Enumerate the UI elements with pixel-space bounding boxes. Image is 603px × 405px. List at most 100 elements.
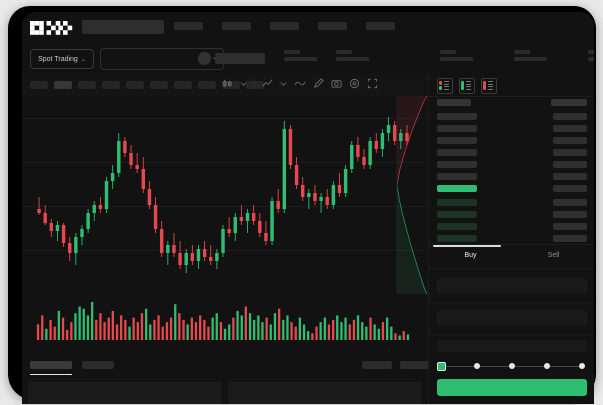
orderbook-ask-row[interactable] bbox=[437, 173, 594, 180]
slider-stop-25[interactable] bbox=[474, 363, 480, 369]
bottom-right-button-0[interactable] bbox=[362, 361, 392, 369]
order-field-1[interactable] bbox=[437, 310, 587, 326]
orderbook-rows bbox=[429, 96, 594, 244]
orderbook-bid-row[interactable] bbox=[437, 199, 594, 206]
ask-price bbox=[437, 113, 477, 120]
orderbook-bid-row[interactable] bbox=[437, 235, 594, 242]
ticker-stat bbox=[588, 50, 594, 61]
nav-item-1[interactable] bbox=[222, 22, 251, 30]
pair-avatar bbox=[198, 52, 211, 65]
orderbook-bid-row[interactable] bbox=[437, 211, 594, 218]
app-screen: Spot Trading ⌄ ⌄ bbox=[22, 12, 594, 404]
slider-handle[interactable] bbox=[437, 362, 446, 371]
active-tab-underline bbox=[30, 374, 72, 375]
device-frame: Spot Trading ⌄ ⌄ bbox=[8, 6, 596, 404]
timeframe-button-5[interactable] bbox=[150, 81, 168, 89]
stat-value bbox=[284, 57, 317, 61]
pencil-icon[interactable] bbox=[313, 78, 324, 89]
orderbook-view-modes bbox=[437, 78, 497, 94]
col-price bbox=[437, 99, 471, 106]
chevron-down-icon[interactable] bbox=[240, 80, 247, 87]
last-amount bbox=[553, 185, 587, 192]
orderbook-bid-row[interactable] bbox=[437, 223, 594, 230]
candlestick-icon[interactable] bbox=[222, 78, 233, 89]
line-tool-icon[interactable] bbox=[294, 78, 306, 89]
top-navigation-bar bbox=[22, 12, 594, 42]
nav-item-4[interactable] bbox=[366, 22, 395, 30]
chevron-down-icon: ⌄ bbox=[80, 56, 86, 63]
timeframe-button-2[interactable] bbox=[78, 81, 96, 89]
bottom-right-button-1[interactable] bbox=[400, 361, 430, 369]
ask-price bbox=[437, 149, 477, 156]
bottom-tab-1[interactable] bbox=[82, 361, 114, 369]
chart-tool-icons bbox=[222, 78, 378, 89]
nav-item-3[interactable] bbox=[318, 22, 347, 30]
chevron-down-icon[interactable] bbox=[280, 80, 287, 87]
indicators-icon[interactable] bbox=[262, 78, 273, 89]
nav-items bbox=[174, 22, 395, 30]
okx-logo[interactable] bbox=[30, 21, 74, 35]
both-sides-view-icon[interactable] bbox=[437, 78, 453, 94]
ask-amount bbox=[553, 149, 587, 156]
ask-price bbox=[437, 125, 477, 132]
order-amount-slider[interactable] bbox=[437, 362, 587, 372]
ask-amount bbox=[553, 113, 587, 120]
chart-gridline bbox=[22, 118, 428, 119]
nav-item-2[interactable] bbox=[270, 22, 299, 30]
camera-icon[interactable] bbox=[331, 78, 342, 89]
orderbook-last-price-row bbox=[437, 185, 594, 192]
volume-chart bbox=[22, 294, 428, 354]
volume-bar-series bbox=[36, 302, 410, 340]
search-input[interactable] bbox=[82, 20, 164, 34]
stat-value bbox=[588, 57, 594, 61]
market-depth-overlay bbox=[396, 96, 428, 294]
right-sidebar: Buy Sell bbox=[428, 74, 594, 404]
slider-stop-75[interactable] bbox=[544, 363, 550, 369]
timeframe-button-3[interactable] bbox=[102, 81, 120, 89]
orderbook-ask-row[interactable] bbox=[437, 125, 594, 132]
bottom-tab-bar bbox=[22, 354, 430, 376]
fullscreen-icon[interactable] bbox=[367, 78, 378, 89]
settings-icon[interactable] bbox=[349, 78, 360, 89]
bid-price bbox=[437, 235, 477, 242]
chart-gridline bbox=[22, 250, 428, 251]
stat-value bbox=[440, 57, 473, 61]
timeframe-button-9[interactable] bbox=[246, 81, 264, 89]
bottom-panel-0[interactable] bbox=[28, 382, 222, 404]
ask-price bbox=[437, 137, 477, 144]
chart-toolbar bbox=[22, 74, 428, 97]
submit-buy-button[interactable] bbox=[437, 379, 587, 396]
orderbook-ask-row[interactable] bbox=[437, 137, 594, 144]
asks-only-view-icon[interactable] bbox=[481, 78, 497, 94]
orderbook-ask-row[interactable] bbox=[437, 149, 594, 156]
last-price bbox=[437, 185, 477, 192]
buy-sell-tab-bar: Buy Sell bbox=[429, 244, 594, 269]
orderbook-ask-row[interactable] bbox=[437, 113, 594, 120]
nav-item-0[interactable] bbox=[174, 22, 203, 30]
bids-only-view-icon[interactable] bbox=[459, 78, 475, 94]
timeframe-button-1[interactable] bbox=[54, 81, 72, 89]
bottom-panel-1[interactable] bbox=[228, 382, 422, 404]
bottom-tab-0[interactable] bbox=[30, 361, 72, 369]
orderbook-ask-row[interactable] bbox=[437, 161, 594, 168]
ticker-stat bbox=[284, 50, 317, 61]
timeframe-button-6[interactable] bbox=[174, 81, 192, 89]
order-field-2[interactable] bbox=[437, 340, 587, 352]
stat-label bbox=[336, 50, 352, 54]
slider-stop-100[interactable] bbox=[579, 363, 585, 369]
timeframe-button-4[interactable] bbox=[126, 81, 144, 89]
stat-label bbox=[440, 50, 456, 54]
ticker-bar: Spot Trading ⌄ ⌄ bbox=[22, 42, 594, 74]
pair-name-label bbox=[215, 53, 265, 64]
timeframe-button-0[interactable] bbox=[30, 81, 48, 89]
ticker-stat bbox=[514, 50, 547, 61]
spot-trading-dropdown[interactable]: Spot Trading ⌄ bbox=[30, 49, 94, 69]
slider-stop-50[interactable] bbox=[509, 363, 515, 369]
tab-buy[interactable]: Buy bbox=[464, 252, 477, 259]
order-field-0[interactable] bbox=[437, 278, 587, 294]
timeframe-button-7[interactable] bbox=[198, 81, 216, 89]
bid-amount bbox=[553, 235, 587, 242]
tab-sell[interactable]: Sell bbox=[547, 252, 560, 259]
price-candlestick-chart[interactable] bbox=[22, 96, 428, 294]
